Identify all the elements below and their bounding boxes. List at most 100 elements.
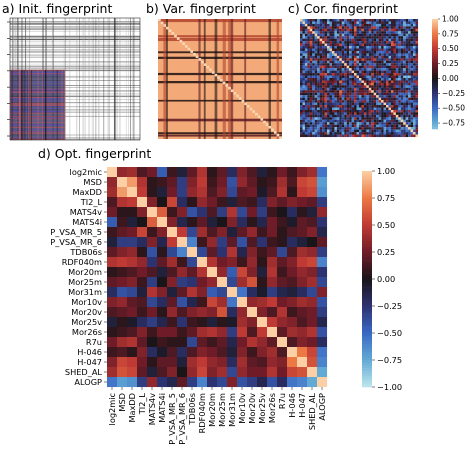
panel-c-cell bbox=[312, 78, 315, 81]
panel-c-cell bbox=[319, 112, 323, 115]
panel-c-cell bbox=[361, 68, 364, 71]
panel-c-cell bbox=[304, 85, 308, 88]
panel-c-cell bbox=[413, 38, 416, 42]
panel-c-cell bbox=[378, 28, 382, 32]
panel-c-colorbar-segment bbox=[432, 86, 438, 89]
panel-c-cell bbox=[312, 73, 315, 76]
panel-c-colorbar-segment bbox=[432, 63, 438, 66]
panel-c-cell bbox=[403, 55, 406, 59]
panel-c-cell bbox=[354, 21, 357, 24]
panel-c-cell bbox=[327, 19, 330, 22]
panel-c-cell bbox=[390, 95, 394, 98]
panel-c-cell bbox=[403, 65, 406, 69]
panel-c-cell bbox=[302, 28, 305, 32]
panel-d-cell bbox=[207, 247, 218, 258]
panel-c-cell bbox=[373, 117, 377, 120]
panel-c-cell bbox=[415, 63, 419, 66]
panel-c-cell bbox=[324, 102, 328, 106]
panel-d-cell bbox=[197, 177, 208, 188]
panel-c-cell bbox=[324, 85, 328, 88]
panel-c-cell bbox=[309, 73, 313, 76]
panel-b-diagonal-cell bbox=[233, 92, 237, 95]
panel-d-cell bbox=[127, 317, 138, 328]
panel-c-cell bbox=[322, 65, 325, 69]
panel-d-cell bbox=[257, 197, 268, 208]
panel-d-cell bbox=[117, 187, 128, 198]
panel-c-cell bbox=[346, 23, 350, 27]
panel-c-cell bbox=[334, 122, 337, 125]
panel-c-cell bbox=[317, 109, 320, 113]
panel-c-cell bbox=[376, 19, 379, 22]
panel-c-cell bbox=[324, 19, 328, 22]
panel-c-cell bbox=[393, 53, 396, 56]
panel-c-colorbar-segment bbox=[432, 125, 438, 128]
panel-d-cell bbox=[137, 167, 148, 178]
panel-c-cell bbox=[314, 85, 318, 88]
panel-c-cell bbox=[324, 132, 328, 135]
panel-c-cell bbox=[344, 33, 347, 37]
panel-c-cell bbox=[393, 132, 396, 135]
panel-c-cell bbox=[307, 55, 310, 59]
panel-c-cell bbox=[386, 102, 389, 106]
panel-d-cell bbox=[237, 327, 248, 338]
panel-c-cell bbox=[376, 100, 379, 103]
panel-c-cell bbox=[300, 122, 303, 125]
panel-d-colorbar-label: −0.75 bbox=[377, 355, 402, 365]
panel-d-cell bbox=[227, 297, 238, 308]
panel-c-cell bbox=[356, 127, 360, 130]
panel-d-cell bbox=[307, 167, 318, 178]
panel-c-cell bbox=[334, 134, 337, 138]
panel-c-cell bbox=[363, 33, 367, 37]
panel-d-colorbar-segment bbox=[362, 179, 372, 183]
panel-c-cell bbox=[398, 55, 401, 59]
panel-c-cell bbox=[314, 80, 318, 83]
panel-c-cell bbox=[386, 78, 389, 81]
panel-d-cell bbox=[317, 207, 328, 218]
panel-c-cell bbox=[356, 46, 360, 49]
panel-c-cell bbox=[334, 107, 337, 111]
panel-c-cell bbox=[341, 31, 345, 34]
panel-d-cell bbox=[257, 347, 268, 358]
panel-c-cell bbox=[339, 63, 342, 66]
panel-c-cell bbox=[351, 105, 355, 108]
panel-c-cell bbox=[381, 63, 384, 66]
panel-c-cell bbox=[324, 53, 328, 56]
panel-c-cell bbox=[312, 127, 315, 130]
panel-d-cell bbox=[247, 207, 258, 218]
panel-c-cell bbox=[400, 97, 404, 101]
panel-d-cell bbox=[247, 257, 258, 268]
panel-c-cell bbox=[376, 55, 379, 59]
panel-c-cell bbox=[393, 127, 396, 130]
panel-c-cell bbox=[359, 134, 362, 138]
panel-c-cell bbox=[344, 107, 347, 111]
panel-c-cell bbox=[368, 73, 372, 76]
panel-c-cell bbox=[390, 38, 394, 42]
panel-d-cell bbox=[257, 167, 268, 178]
panel-d-colorbar-segment bbox=[362, 268, 372, 272]
panel-c-colorbar-segment bbox=[432, 35, 438, 38]
panel-d-cell bbox=[237, 187, 248, 198]
panel-c-cell bbox=[386, 80, 389, 83]
panel-c-cell bbox=[319, 65, 323, 69]
panel-c-cell bbox=[329, 55, 333, 59]
panel-d-cell bbox=[127, 257, 138, 268]
panel-c-cell bbox=[408, 97, 411, 101]
panel-c-colorbar-segment bbox=[432, 123, 438, 126]
panel-c-cell bbox=[405, 36, 409, 39]
panel-c-cell bbox=[371, 112, 374, 115]
panel-c-cell bbox=[346, 134, 350, 138]
panel-c-cell bbox=[373, 41, 377, 44]
panel-c-cell bbox=[336, 21, 340, 24]
panel-c-cell bbox=[322, 122, 325, 125]
panel-c-cell bbox=[415, 28, 419, 32]
panel-c-cell bbox=[331, 82, 335, 86]
panel-c-cell bbox=[378, 48, 382, 52]
panel-c-cell bbox=[371, 26, 374, 29]
panel-c-cell bbox=[361, 36, 364, 39]
panel-c-cell bbox=[408, 87, 411, 91]
panel-c-cell bbox=[393, 19, 396, 22]
panel-c-cell bbox=[359, 70, 362, 74]
panel-d-cell bbox=[287, 297, 298, 308]
panel-c-cell bbox=[381, 107, 384, 111]
panel-c-cell bbox=[393, 87, 396, 91]
